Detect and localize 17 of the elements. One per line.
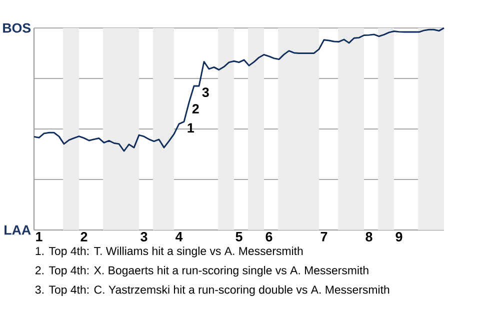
text: 3. Top 4th: C. Yastrzemski hit a run-scoring double vs A. Messersmith — [35, 285, 390, 296]
annotation: 1 — [188, 123, 194, 132]
text: 1. Top 4th: T. Williams hit a single vs A. Messersmith — [36, 246, 303, 258]
annotation: 2 — [192, 104, 199, 114]
x-tick-label: 2 — [80, 232, 88, 242]
text: 2. Top 4th: X. Bogaerts hit a run-scoring single vs A. Messersmith — [36, 266, 368, 277]
text: LAA — [4, 225, 31, 235]
annotation: 3 — [202, 88, 209, 98]
x-tick-label: 3 — [140, 232, 148, 242]
text: BOS — [3, 23, 31, 33]
x-tick-label: 5 — [236, 232, 242, 242]
x-tick-label: 8 — [366, 232, 372, 242]
x-tick-label: 6 — [266, 232, 272, 242]
x-tick-label: 7 — [320, 232, 328, 242]
x-tick-label: 9 — [396, 232, 402, 242]
x-tick-label: 1 — [36, 232, 42, 242]
x-tick-label: 4 — [176, 232, 183, 242]
